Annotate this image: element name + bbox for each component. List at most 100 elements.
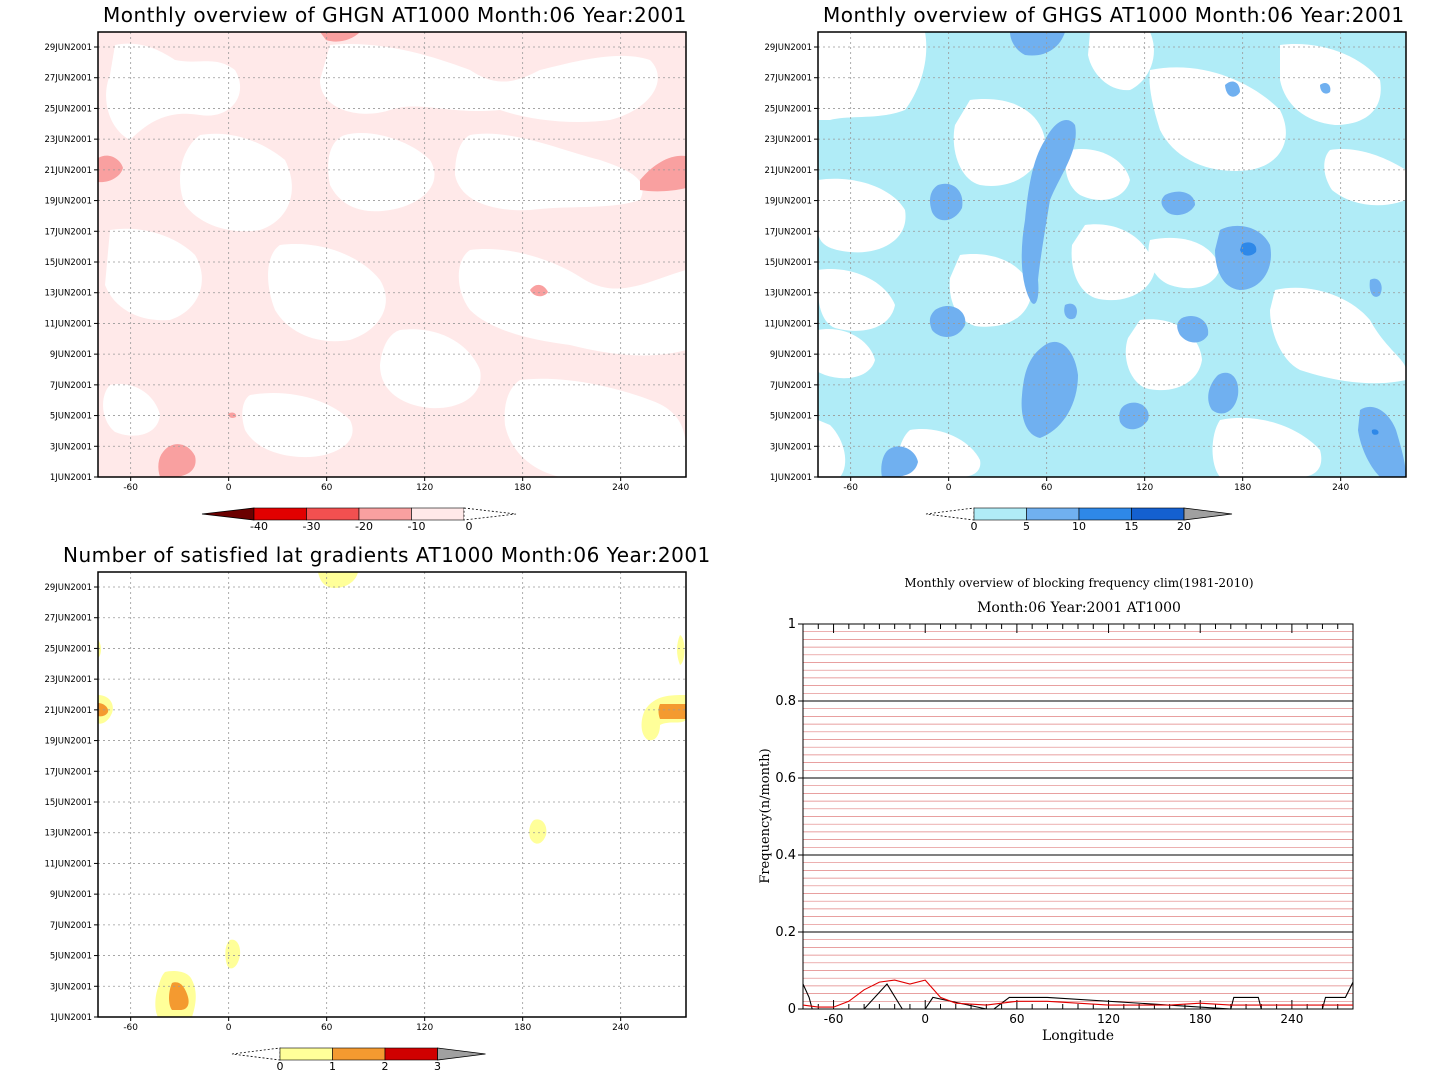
x-tick-label: 180 bbox=[1234, 483, 1251, 493]
y-tick-label: 15JUN2001 bbox=[44, 798, 92, 808]
y-tick-label: 27JUN2001 bbox=[764, 74, 812, 84]
y-tick-label: 7JUN2001 bbox=[50, 381, 92, 391]
y-tick-label: 1JUN2001 bbox=[50, 1013, 92, 1023]
y-tick-label: 13JUN2001 bbox=[764, 289, 812, 299]
y-tick-label: 0.6 bbox=[775, 771, 796, 786]
y-tick-label: 1JUN2001 bbox=[770, 473, 812, 483]
y-axis-grad: 1JUN2001 3JUN2001 5JUN2001 7JUN2001 9JUN2001… bbox=[44, 583, 98, 1023]
heatmap-gradients: 1JUN2001 3JUN2001 5JUN2001 7JUN2001 9JUN2001… bbox=[44, 571, 687, 1073]
line-y-axis-label: Frequency(n/month) bbox=[758, 748, 773, 883]
y-tick-label: 11JUN2001 bbox=[44, 319, 92, 329]
line-x-axis-label: Longitude bbox=[1042, 1028, 1114, 1044]
y-tick-label: 5JUN2001 bbox=[770, 412, 812, 422]
y-tick-label: 19JUN2001 bbox=[44, 737, 92, 747]
y-tick-label: 9JUN2001 bbox=[50, 890, 92, 900]
colorbar-label: 15 bbox=[1125, 520, 1139, 533]
contour-fills bbox=[818, 32, 1406, 477]
x-tick-label: 0 bbox=[226, 1023, 232, 1033]
line-chart-title: Monthly overview of blocking frequency c… bbox=[904, 576, 1253, 590]
series-line-0 bbox=[802, 981, 1354, 1010]
line-chart-subtitle: Month:06 Year:2001 AT1000 bbox=[977, 600, 1181, 616]
y-tick-label: 5JUN2001 bbox=[50, 412, 92, 422]
line-grid bbox=[803, 631, 1353, 1002]
x-tick-label: -60 bbox=[123, 483, 138, 493]
x-tick-label: 60 bbox=[321, 483, 333, 493]
y-tick-label: 0.4 bbox=[775, 848, 796, 863]
y-tick-label: 9JUN2001 bbox=[50, 350, 92, 360]
colorbar-label: 2 bbox=[382, 1060, 389, 1073]
x-tick-label: 60 bbox=[1009, 1012, 1024, 1026]
colorbar-label: 20 bbox=[1177, 520, 1191, 533]
contour-fills bbox=[98, 572, 686, 1017]
line-series bbox=[802, 979, 1354, 1010]
colorbar-ghgn: -40 -30 -20 -10 0 bbox=[201, 507, 517, 533]
heatmap-ghgn: 1JUN2001 3JUN2001 5JUN2001 7JUN2001 9JUN2001… bbox=[44, 31, 687, 533]
plot-frame bbox=[97, 571, 687, 1018]
x-tick-label: 60 bbox=[321, 1023, 333, 1033]
colorbar-segment bbox=[1078, 507, 1132, 521]
colorbar-segment bbox=[384, 1047, 438, 1061]
colorbar-label: 0 bbox=[277, 1060, 284, 1073]
colorbar-segment bbox=[1131, 507, 1185, 521]
y-tick-label: 0.8 bbox=[775, 694, 796, 709]
colorbar-label: 5 bbox=[1023, 520, 1030, 533]
colorbar-segment bbox=[332, 1047, 386, 1061]
x-tick-label: 240 bbox=[1332, 483, 1349, 493]
x-tick-label: 120 bbox=[416, 483, 433, 493]
colorbar-label: 1 bbox=[329, 1060, 336, 1073]
x-tick-label: -60 bbox=[123, 1023, 138, 1033]
plot-frame bbox=[817, 31, 1407, 478]
x-tick-label: 60 bbox=[1041, 483, 1053, 493]
colorbar-arrow-left bbox=[925, 507, 975, 521]
colorbar-segment bbox=[973, 507, 1027, 521]
y-tick-label: 19JUN2001 bbox=[764, 197, 812, 207]
y-tick-label: 3JUN2001 bbox=[50, 982, 92, 992]
colorbar-segment bbox=[306, 507, 360, 521]
x-tick-label: -60 bbox=[843, 483, 858, 493]
colorbar-arrow-right bbox=[1183, 507, 1233, 521]
y-axis-ghgn: 1JUN2001 3JUN2001 5JUN2001 7JUN2001 9JUN2001… bbox=[44, 43, 98, 483]
series-line-1 bbox=[802, 979, 1353, 1008]
x-axis-grad: -60 0 60 120 180 240 bbox=[123, 1017, 630, 1033]
colorbar-label: -30 bbox=[303, 520, 321, 533]
colorbar-label: -40 bbox=[250, 520, 268, 533]
y-tick-label: 13JUN2001 bbox=[44, 289, 92, 299]
y-tick-label: 21JUN2001 bbox=[44, 706, 92, 716]
y-tick-label: 7JUN2001 bbox=[770, 381, 812, 391]
contour-fills bbox=[98, 32, 686, 477]
x-tick-label: -60 bbox=[824, 1012, 844, 1026]
y-tick-label: 23JUN2001 bbox=[44, 675, 92, 685]
y-tick-label: 15JUN2001 bbox=[44, 258, 92, 268]
x-tick-label: 0 bbox=[921, 1012, 929, 1026]
y-tick-label: 23JUN2001 bbox=[44, 135, 92, 145]
panel-title-gradients: Number of satisfied lat gradients AT1000… bbox=[63, 543, 711, 567]
panel-title-ghgs: Monthly overview of GHGS AT1000 Month:06… bbox=[823, 3, 1405, 27]
colorbar-ghgs: 0 5 10 15 20 bbox=[925, 507, 1233, 533]
x-tick-label: 120 bbox=[1097, 1012, 1120, 1026]
y-tick-label: 5JUN2001 bbox=[50, 952, 92, 962]
y-tick-label: 3JUN2001 bbox=[50, 442, 92, 452]
colorbar-segment bbox=[253, 507, 307, 521]
x-axis-ghgn: -60 0 60 120 180 240 bbox=[123, 477, 630, 493]
colorbar-label: 3 bbox=[434, 1060, 441, 1073]
y-tick-label: 25JUN2001 bbox=[44, 644, 92, 654]
grid-ghgn bbox=[98, 32, 686, 477]
y-tick-label: 27JUN2001 bbox=[44, 614, 92, 624]
heatmap-ghgs: 1JUN2001 3JUN2001 5JUN2001 7JUN2001 9JUN2001… bbox=[764, 31, 1407, 533]
x-tick-label: 240 bbox=[1280, 1012, 1303, 1026]
colorbar-arrow-left bbox=[231, 1047, 281, 1061]
line-y-axis: 0 0.2 0.4 0.6 0.8 1 bbox=[775, 617, 803, 1017]
y-tick-label: 17JUN2001 bbox=[764, 227, 812, 237]
plot-bg bbox=[98, 572, 686, 1017]
colorbar-segment bbox=[279, 1047, 333, 1061]
y-tick-label: 19JUN2001 bbox=[44, 197, 92, 207]
line-x-axis: -60 0 60 120 180 240 bbox=[802, 1000, 1354, 1026]
y-tick-label: 29JUN2001 bbox=[44, 583, 92, 593]
colorbar-label: 0 bbox=[466, 520, 473, 533]
y-tick-label: 9JUN2001 bbox=[770, 350, 812, 360]
colorbar-arrow-right bbox=[463, 507, 517, 521]
x-tick-label: 0 bbox=[946, 483, 952, 493]
colorbar-label: 0 bbox=[971, 520, 978, 533]
y-tick-label: 3JUN2001 bbox=[770, 442, 812, 452]
colorbar-label: -10 bbox=[408, 520, 426, 533]
